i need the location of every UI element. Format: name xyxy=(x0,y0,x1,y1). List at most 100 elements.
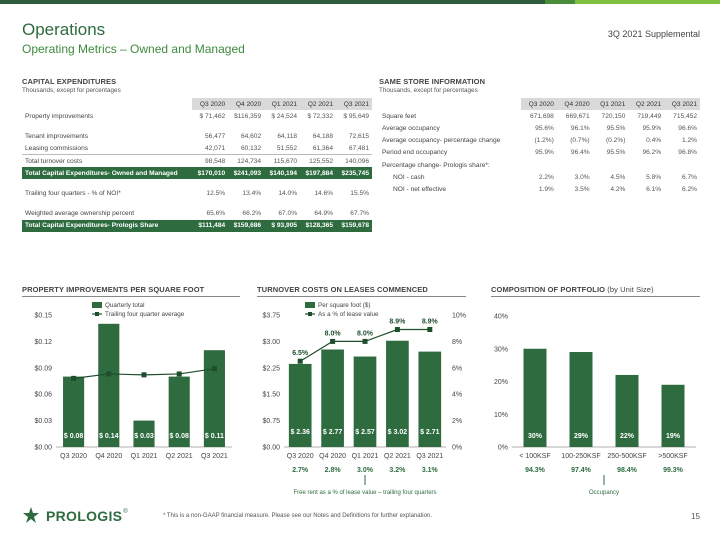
capex-cell: 67.7% xyxy=(350,209,369,217)
pi-chart-title: PROPERTY IMPROVEMENTS PER SQUARE FOOT xyxy=(22,285,205,294)
bar xyxy=(133,420,155,447)
capex-cell xyxy=(336,199,372,207)
legend-line-marker xyxy=(95,312,99,316)
capex-row: Total Capital Expenditures- Prologis Sha… xyxy=(22,219,372,232)
capex-cell: $241,093 xyxy=(228,166,265,180)
bar xyxy=(353,356,377,447)
capex-cell xyxy=(192,199,228,207)
capex-row xyxy=(22,199,372,207)
x-tick-label: 100-250KSF xyxy=(561,453,600,460)
capex-cell: $159,678 xyxy=(336,219,372,232)
line-point xyxy=(394,327,400,333)
line-point xyxy=(330,338,336,344)
y-tick-label: 20% xyxy=(494,379,508,386)
x-tick-label: Q1 2021 xyxy=(352,453,379,460)
capex-row-label: Trailing four quarters - % of NOI* xyxy=(25,189,121,197)
capex-cell: 64,118 xyxy=(277,132,298,140)
below-value-label: 2.8% xyxy=(325,467,342,474)
capex-cell: 14.0% xyxy=(278,189,298,197)
bar-value-label: $ 2.77 xyxy=(323,429,343,436)
capex-cell: 67.0% xyxy=(278,209,298,217)
y-tick-label: $0.09 xyxy=(34,365,52,372)
samestore-col-header: Q3 2020 xyxy=(521,98,557,111)
cp-chart: 0% 10% 20% 30% 40% 30% 29% 22% 19% < 100KSF 100-25… xyxy=(494,314,696,496)
y-tick-label: 10% xyxy=(494,412,508,419)
y2-tick-label: 8% xyxy=(452,339,462,346)
bar-value-label: $ 3.02 xyxy=(388,429,408,436)
samestore-cell xyxy=(521,159,557,171)
y-tick-label: $0.03 xyxy=(34,418,52,425)
y-tick-label: 40% xyxy=(494,314,508,321)
y2-tick-label: 4% xyxy=(452,392,462,399)
x-tick-label: < 100KSF xyxy=(519,453,550,460)
samestore-row-label: NOI - cash xyxy=(393,173,425,181)
samestore-col-header: Q3 2021 xyxy=(664,98,700,111)
capex-cell: 125,552 xyxy=(300,154,337,167)
bar-value-label: $ 0.03 xyxy=(134,433,154,440)
x-tick-label: Q2 2021 xyxy=(384,453,411,460)
capex-cell: 64,602 xyxy=(240,132,262,140)
x-tick-label: Q3 2020 xyxy=(287,453,314,460)
samestore-cell: 4.2% xyxy=(610,185,626,193)
y-tick-label: $0.00 xyxy=(262,445,280,452)
samestore-cell: 6.2% xyxy=(681,185,697,193)
bar xyxy=(569,352,593,447)
x-tick-label: Q2 2021 xyxy=(166,453,193,460)
supplemental-label: 3Q 2021 Supplemental xyxy=(607,29,700,39)
capex-row: Total turnover costs 98,548 124,734 115,670… xyxy=(22,154,372,167)
line-value-label: 8.0% xyxy=(325,330,342,337)
bar xyxy=(661,384,685,447)
bar-value-label: $ 2.71 xyxy=(420,429,440,436)
capex-col-header: Q1 2021 xyxy=(264,98,301,111)
y-tick-label: $3.75 xyxy=(262,313,280,320)
capex-row: Tenant improvements 56,477 64,602 64,118 64,… xyxy=(22,130,372,142)
capex-cell: 67,481 xyxy=(348,144,369,152)
legend-line-label: Trailing four quarter average xyxy=(105,311,185,318)
samestore-cell: 1.9% xyxy=(538,185,554,193)
line-point xyxy=(141,372,147,378)
bar xyxy=(418,351,442,447)
page-title: Operations xyxy=(22,20,106,39)
x-tick-label: Q3 2020 xyxy=(60,453,87,460)
capex-cell xyxy=(264,179,300,187)
below-value-label: 99.3% xyxy=(663,467,684,474)
y-tick-label: $2.25 xyxy=(262,365,280,372)
logo-mark-icon xyxy=(23,507,39,523)
capex-cell: 12.5% xyxy=(206,189,226,197)
samestore-row: Average occupancy- percentage change (1.2… xyxy=(379,135,700,147)
cp-chart-title: COMPOSITION OF PORTFOLIO (by Unit Size) xyxy=(491,285,654,294)
below-value-label: 3.1% xyxy=(422,467,439,474)
y2-tick-label: 10% xyxy=(452,313,466,320)
samestore-cell: (1.2%) xyxy=(534,137,554,145)
capex-row: Trailing four quarters - % of NOI* 12.5% 1… xyxy=(22,187,372,199)
samestore-cell xyxy=(593,159,629,171)
samestore-row-label: Average occupancy xyxy=(382,124,440,132)
capex-cell xyxy=(228,179,264,187)
capex-cell: $ 95,649 xyxy=(343,112,369,120)
bar xyxy=(288,363,312,447)
samestore-cell: 96.8% xyxy=(678,149,697,157)
below-value-label: 94.3% xyxy=(525,467,546,474)
capex-cell: 61,364 xyxy=(312,144,334,152)
samestore-cell: 5.8% xyxy=(646,173,662,181)
line-point xyxy=(71,375,77,381)
capex-cell: 66.2% xyxy=(242,209,262,217)
capex-row-label xyxy=(22,179,192,187)
capex-col-header: Q4 2020 xyxy=(228,98,265,111)
capex-subtitle: Thousands, except for percentages xyxy=(22,87,121,94)
capex-cell: 51,552 xyxy=(276,144,298,152)
capex-row-label: Total Capital Expenditures- Owned and Ma… xyxy=(22,166,193,180)
samestore-cell: 3.5% xyxy=(574,185,590,193)
bar xyxy=(63,376,85,447)
samestore-cell: 719,449 xyxy=(637,112,662,120)
samestore-cell: 0.4% xyxy=(646,137,662,145)
capex-cell: $116,359 xyxy=(234,112,262,120)
y-tick-label: $0.75 xyxy=(262,418,280,425)
top-accent-bar xyxy=(0,0,720,4)
y-tick-label: $0.15 xyxy=(34,313,52,320)
y-tick-label: $0.12 xyxy=(34,339,52,346)
page-number: 15 xyxy=(691,512,700,521)
below-value-label: 97.4% xyxy=(571,467,592,474)
capex-cell xyxy=(264,122,300,130)
line-point xyxy=(427,327,433,333)
